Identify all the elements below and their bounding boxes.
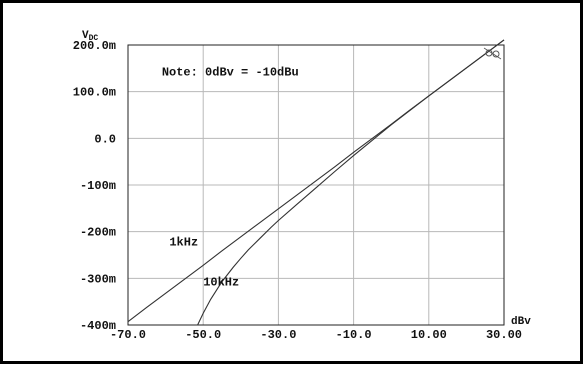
y-tick-labels: -400m -300m -200m -100m 0.0 100.0m 200.0m (73, 39, 116, 333)
y-tick-label: 0.0 (94, 132, 116, 146)
y-tick-label: -300m (80, 272, 116, 286)
y-tick-label: -400m (80, 319, 116, 333)
y-axis-label: VDC (82, 30, 98, 43)
probe-marker-icon (483, 47, 502, 60)
grid (128, 45, 504, 325)
x-tick-label: 10.00 (411, 328, 447, 342)
x-tick-labels: -70.0 -50.0 -30.0 -10.0 10.00 30.00 (110, 328, 522, 342)
y-tick-label: 100.0m (73, 86, 116, 100)
series-line-10khz (197, 39, 505, 326)
annotation-label: Note: 0dBv = -10dBu (162, 65, 299, 79)
y-tick-label: 200.0m (73, 39, 116, 53)
annotation-label: 1kHz (169, 236, 198, 250)
x-tick-label: -10.0 (336, 328, 372, 342)
x-tick-label: -70.0 (110, 328, 146, 342)
x-tick-label: -50.0 (185, 328, 221, 342)
x-axis-label: dBv (511, 316, 531, 328)
x-tick-label: 30.00 (486, 328, 522, 342)
series-lines (127, 39, 505, 326)
y-tick-label: -100m (80, 179, 116, 193)
x-tick-label: -30.0 (260, 328, 296, 342)
y-tick-label: -200m (80, 226, 116, 240)
annotation-label: 10kHz (203, 275, 239, 289)
plot-frame (127, 44, 505, 326)
annotations: Note: 0dBv = -10dBu 1kHz 10kHz (162, 65, 299, 289)
